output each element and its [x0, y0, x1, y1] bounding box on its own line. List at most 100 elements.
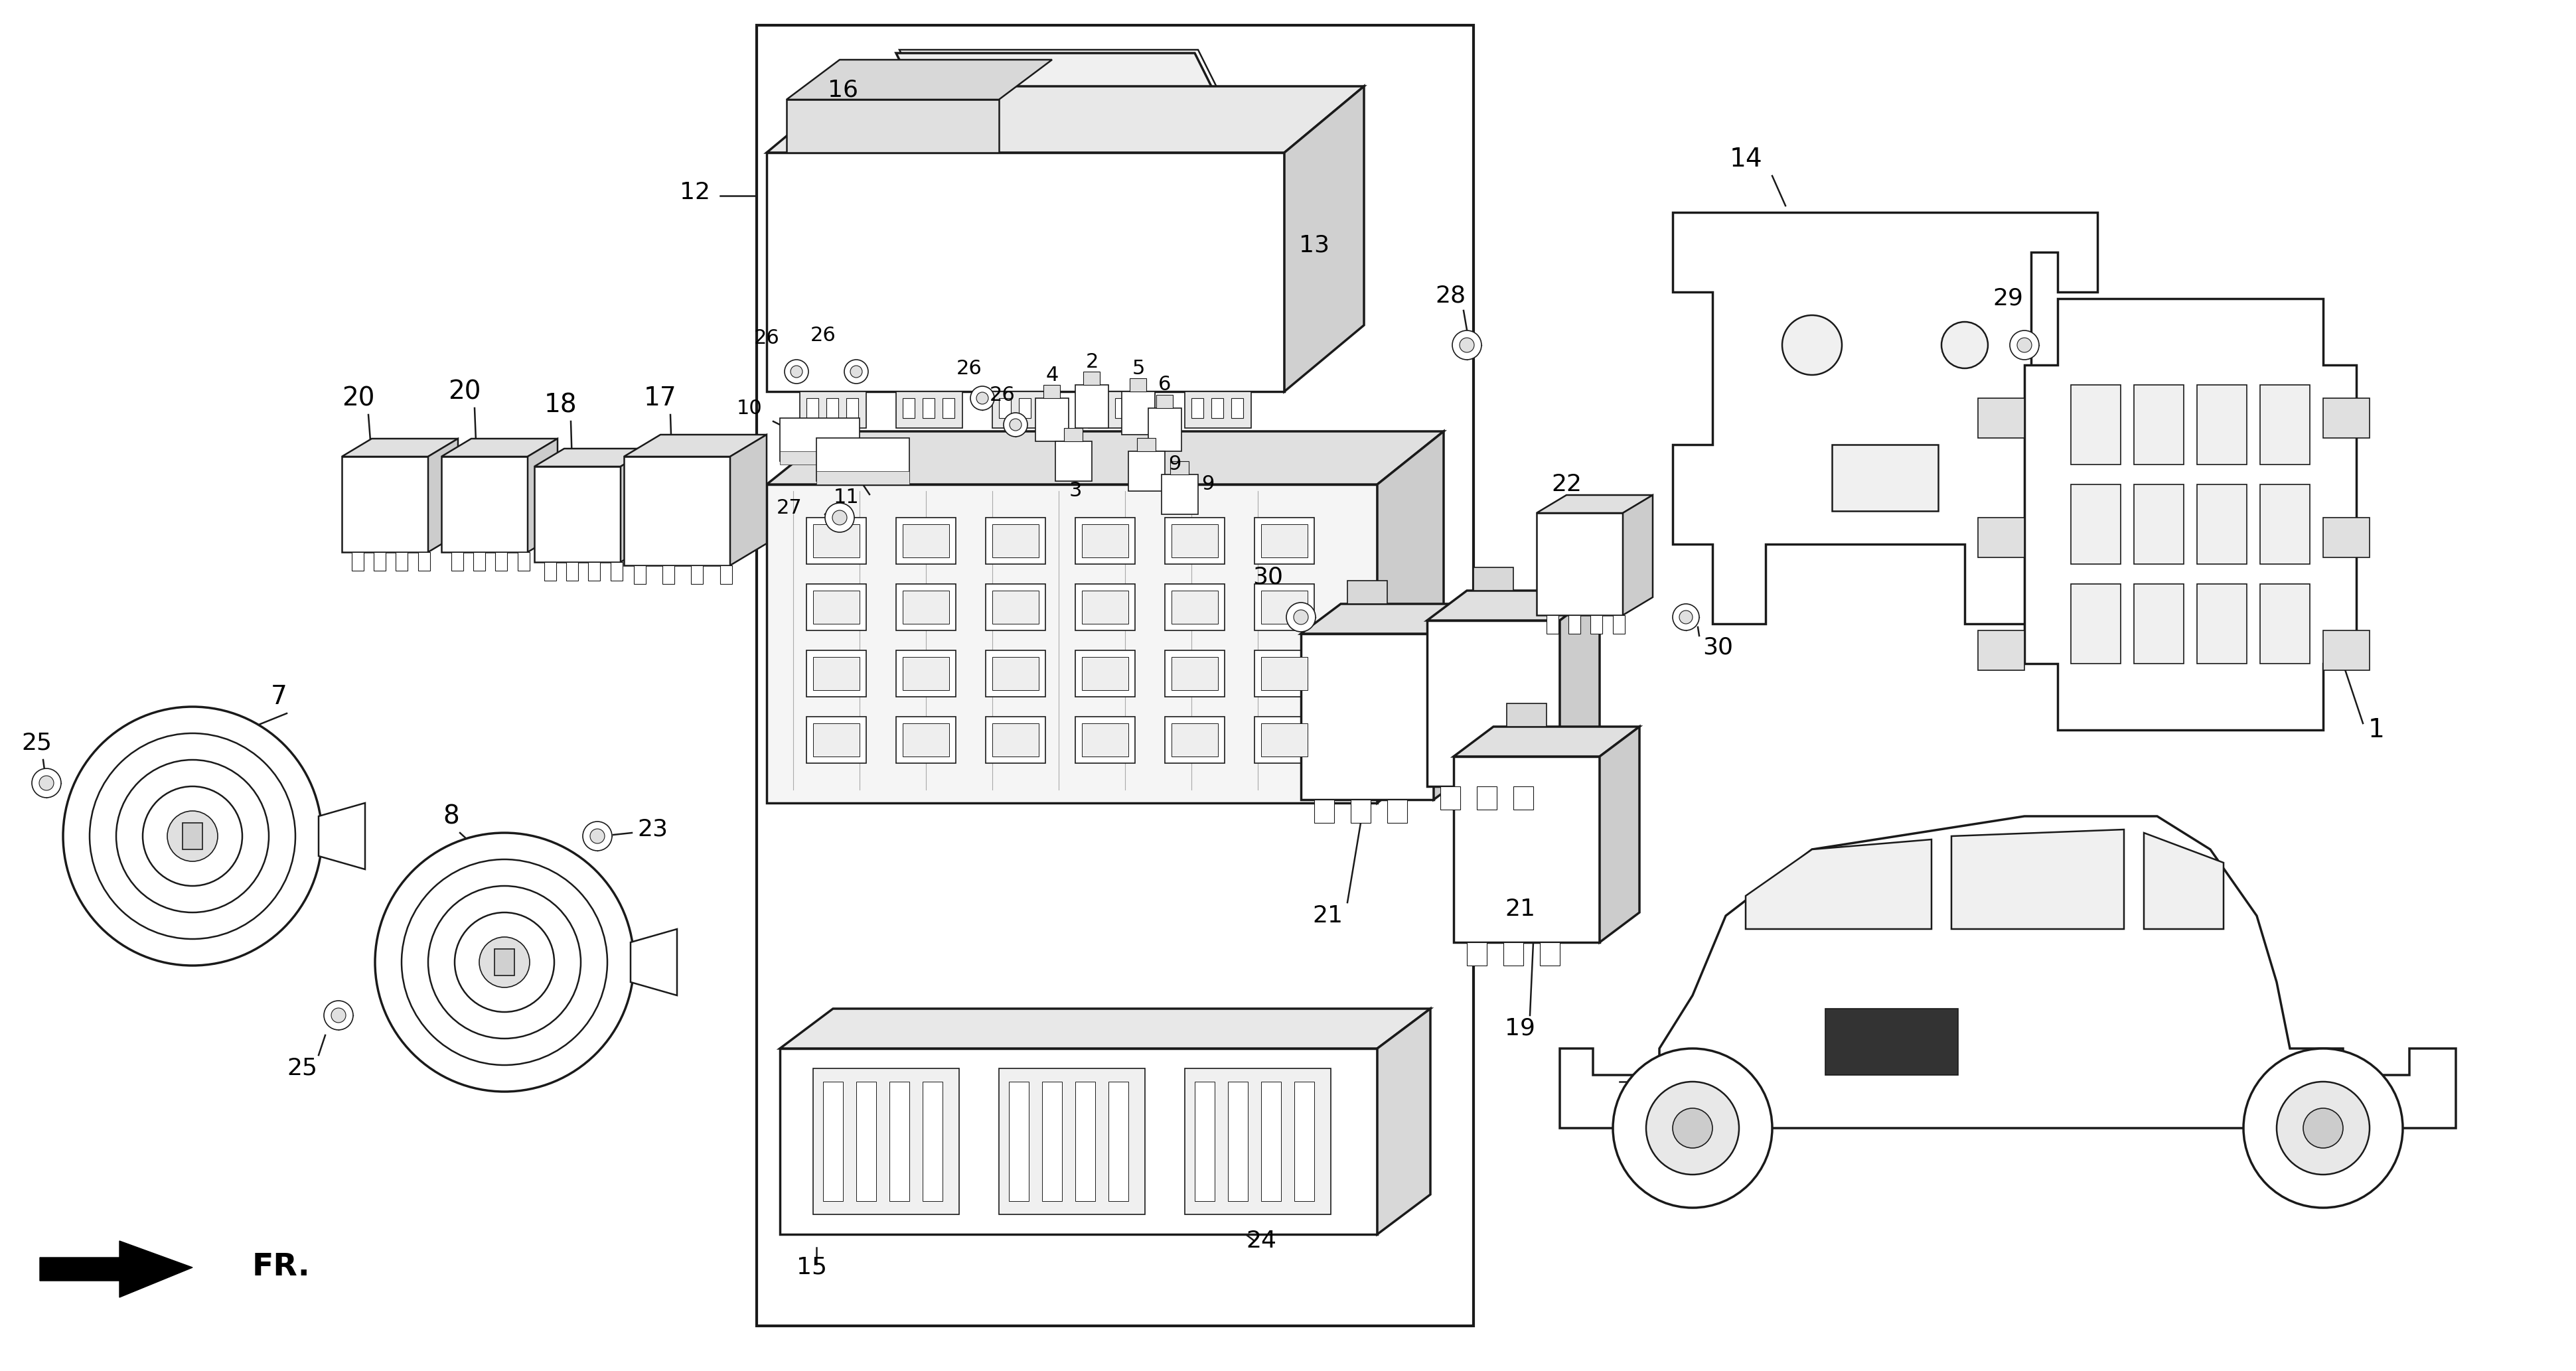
Bar: [1074, 518, 1136, 563]
Bar: [2324, 398, 2370, 437]
Bar: [1172, 724, 1218, 757]
Bar: [1095, 398, 1108, 418]
Polygon shape: [1301, 603, 1473, 633]
Circle shape: [1672, 603, 1700, 631]
Circle shape: [2244, 1049, 2403, 1208]
Polygon shape: [768, 484, 1378, 803]
Polygon shape: [1157, 395, 1172, 409]
Bar: [397, 553, 407, 570]
Text: 30: 30: [1703, 636, 1734, 658]
Bar: [1164, 584, 1224, 631]
Bar: [1082, 657, 1128, 690]
Bar: [987, 650, 1046, 696]
Text: 21: 21: [1504, 898, 1535, 920]
Circle shape: [479, 936, 531, 987]
Text: 7: 7: [270, 684, 286, 709]
Bar: [1231, 398, 1244, 418]
Bar: [768, 152, 1285, 392]
Bar: [806, 584, 866, 631]
Bar: [1262, 724, 1309, 757]
Text: 20: 20: [448, 378, 482, 404]
Circle shape: [845, 359, 868, 384]
Bar: [1262, 524, 1309, 558]
Bar: [1115, 398, 1128, 418]
Bar: [1350, 799, 1370, 823]
Polygon shape: [1084, 372, 1100, 385]
Polygon shape: [1301, 633, 1435, 799]
Polygon shape: [1427, 591, 1600, 621]
Circle shape: [402, 860, 608, 1065]
Bar: [1466, 942, 1486, 965]
Polygon shape: [1056, 441, 1092, 481]
Bar: [1978, 631, 2025, 670]
Circle shape: [1783, 315, 1842, 374]
Text: FR.: FR.: [252, 1253, 312, 1282]
Text: 23: 23: [636, 818, 667, 840]
Text: 14: 14: [1728, 147, 1762, 171]
Bar: [806, 650, 866, 696]
Circle shape: [1461, 337, 1473, 352]
Bar: [889, 1082, 909, 1201]
Polygon shape: [2143, 832, 2223, 930]
Bar: [1172, 524, 1218, 558]
Bar: [1010, 1082, 1028, 1201]
Text: 29: 29: [1994, 288, 2022, 310]
Polygon shape: [1347, 581, 1388, 603]
Bar: [1832, 444, 1937, 511]
Bar: [1164, 717, 1224, 764]
Text: 26: 26: [989, 385, 1015, 404]
Circle shape: [1453, 330, 1481, 359]
Polygon shape: [1453, 727, 1638, 757]
Circle shape: [39, 776, 54, 790]
Bar: [1043, 1082, 1061, 1201]
Polygon shape: [440, 439, 556, 457]
Polygon shape: [1535, 513, 1623, 616]
Bar: [1074, 1082, 1095, 1201]
Bar: [992, 657, 1038, 690]
Bar: [1512, 787, 1533, 810]
Text: 2: 2: [1084, 352, 1097, 372]
Bar: [1826, 1009, 1958, 1075]
Bar: [896, 392, 963, 428]
Polygon shape: [1561, 816, 2455, 1128]
Bar: [896, 518, 956, 563]
Polygon shape: [1285, 86, 1365, 392]
Bar: [634, 565, 647, 584]
Bar: [781, 451, 860, 465]
Bar: [1314, 799, 1334, 823]
Bar: [902, 657, 948, 690]
Bar: [902, 524, 948, 558]
Bar: [1388, 799, 1406, 823]
Bar: [896, 650, 956, 696]
Polygon shape: [1162, 474, 1198, 514]
Bar: [817, 472, 909, 484]
Bar: [567, 562, 577, 581]
Bar: [806, 398, 819, 418]
Circle shape: [971, 387, 994, 410]
Bar: [495, 553, 507, 570]
Circle shape: [116, 760, 268, 913]
Polygon shape: [1121, 392, 1154, 435]
Circle shape: [31, 769, 62, 798]
Bar: [1172, 657, 1218, 690]
Polygon shape: [1378, 432, 1443, 803]
Text: 18: 18: [544, 392, 577, 417]
Text: 21: 21: [1311, 905, 1342, 927]
Bar: [690, 565, 703, 584]
Text: 22: 22: [1551, 473, 1582, 496]
Bar: [1136, 398, 1146, 418]
Bar: [1229, 1082, 1247, 1201]
Bar: [2259, 584, 2311, 664]
Text: 20: 20: [343, 385, 376, 411]
Bar: [2133, 385, 2184, 465]
Bar: [992, 591, 1038, 624]
Circle shape: [2017, 337, 2032, 352]
Bar: [2197, 584, 2246, 664]
Bar: [544, 562, 556, 581]
Polygon shape: [1535, 495, 1654, 513]
Text: 4: 4: [1046, 365, 1059, 384]
Bar: [799, 392, 866, 428]
Bar: [1082, 591, 1128, 624]
Bar: [814, 657, 860, 690]
Text: 6: 6: [1159, 376, 1172, 395]
